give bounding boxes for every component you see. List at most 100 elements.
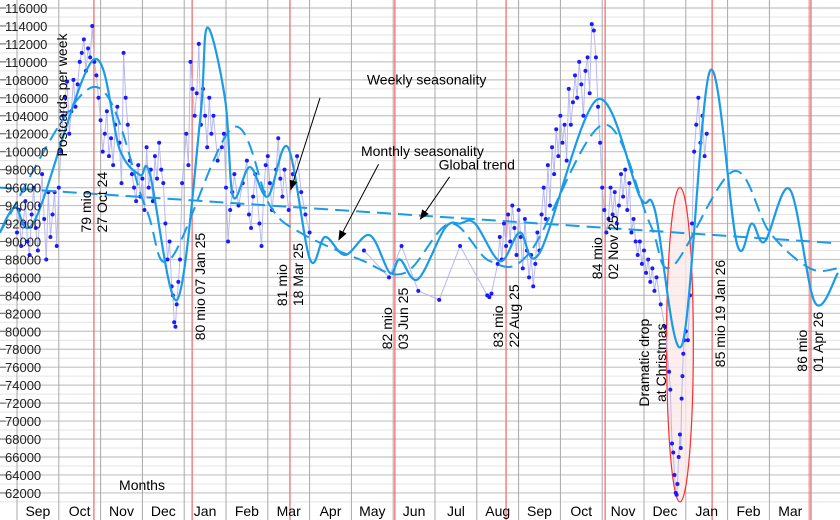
observation-link [104, 111, 108, 134]
observation-link [589, 24, 593, 94]
y-tick-label: 112000 [5, 37, 47, 52]
observation-link [269, 183, 273, 211]
observation-link [121, 52, 125, 184]
milestone-count: 80 mio [192, 294, 208, 340]
x-tick-label: Jun [403, 503, 426, 519]
observation-point [244, 158, 249, 163]
observation-point [146, 185, 151, 190]
observation-link [37, 205, 41, 251]
observation-point [652, 288, 657, 293]
observation-point [629, 230, 634, 235]
observation-point [658, 302, 663, 307]
y-tick-label: 100000 [5, 145, 48, 160]
observation-point [631, 217, 636, 222]
x-tick-label: Feb [736, 503, 760, 519]
observation-link [509, 205, 513, 242]
observation-point [702, 154, 707, 159]
y-tick-label: 80000 [5, 324, 41, 339]
observation-point [23, 199, 28, 204]
observation-link [89, 25, 93, 58]
observation-point [504, 243, 509, 248]
observation-point [671, 450, 676, 455]
observation-point [232, 172, 237, 177]
observation-point [587, 91, 592, 96]
observation-point [648, 279, 653, 284]
observation-point [109, 136, 114, 141]
observation-link [649, 268, 653, 282]
observation-link [62, 97, 66, 116]
observation-link [582, 70, 586, 116]
observation-link [275, 138, 279, 170]
x-tick-label: Mar [778, 503, 802, 519]
observation-point [65, 79, 70, 84]
observation-link [31, 187, 35, 215]
observation-point [71, 77, 76, 82]
observation-link [680, 398, 683, 449]
observation-point [506, 212, 511, 217]
observation-link [559, 115, 563, 143]
observation-link [401, 245, 419, 292]
observation-point [635, 252, 640, 257]
y-tick-label: 86000 [5, 270, 41, 285]
observation-link [501, 223, 505, 260]
observation-link [668, 371, 671, 390]
observation-link [300, 191, 306, 215]
x-tick-label: Dec [151, 503, 176, 519]
observation-link [160, 169, 164, 184]
observation-point [276, 136, 281, 141]
observation-point [125, 122, 130, 127]
observation-point [602, 208, 607, 213]
observation-point [685, 338, 690, 343]
highlight-text-line1: Dramatic drop [636, 319, 652, 407]
observation-link [116, 106, 120, 143]
observation-point [610, 212, 615, 217]
observation-link [603, 210, 607, 233]
observation-link [85, 48, 89, 71]
observation-point [692, 149, 697, 154]
observation-point [535, 230, 540, 235]
observation-point [637, 239, 642, 244]
observation-point [196, 41, 201, 46]
observation-point [579, 82, 584, 87]
observation-link [281, 169, 286, 197]
observation-link [192, 88, 196, 116]
observation-link [279, 178, 283, 197]
observation-point [678, 446, 683, 451]
observation-link [681, 376, 683, 399]
observation-point [67, 131, 72, 136]
y-tick-label: 92000 [5, 217, 41, 232]
observation-link [547, 165, 551, 206]
milestone-date: 18 Mar 25 [290, 243, 306, 306]
observation-link [687, 295, 691, 341]
observation-link [626, 183, 630, 211]
observation-point [662, 324, 667, 329]
observation-link [530, 254, 534, 287]
observation-link [651, 268, 655, 291]
observation-point [614, 221, 619, 226]
y-tick-label: 104000 [5, 109, 48, 124]
observation-link [45, 192, 49, 260]
observation-link [304, 214, 311, 233]
observation-point [642, 248, 646, 253]
observation-point [361, 248, 366, 253]
observation-link [672, 452, 676, 475]
observation-point [144, 145, 149, 150]
observation-point [136, 163, 141, 168]
observation-point [672, 472, 677, 477]
observation-link [24, 201, 28, 242]
x-tick-label: Aug [485, 503, 510, 519]
observation-link [22, 201, 26, 224]
observation-point [674, 492, 679, 497]
observation-link [204, 115, 208, 148]
observation-link [553, 129, 557, 175]
observation-point [190, 86, 195, 91]
observation-point [616, 203, 621, 208]
observation-point [681, 351, 686, 356]
observation-point [556, 154, 561, 159]
y-tick-label: 94000 [5, 199, 41, 214]
observation-link [568, 88, 572, 125]
observation-link [622, 169, 626, 197]
observation-link [194, 93, 198, 116]
observation-point [562, 122, 567, 127]
observation-link [252, 174, 256, 197]
